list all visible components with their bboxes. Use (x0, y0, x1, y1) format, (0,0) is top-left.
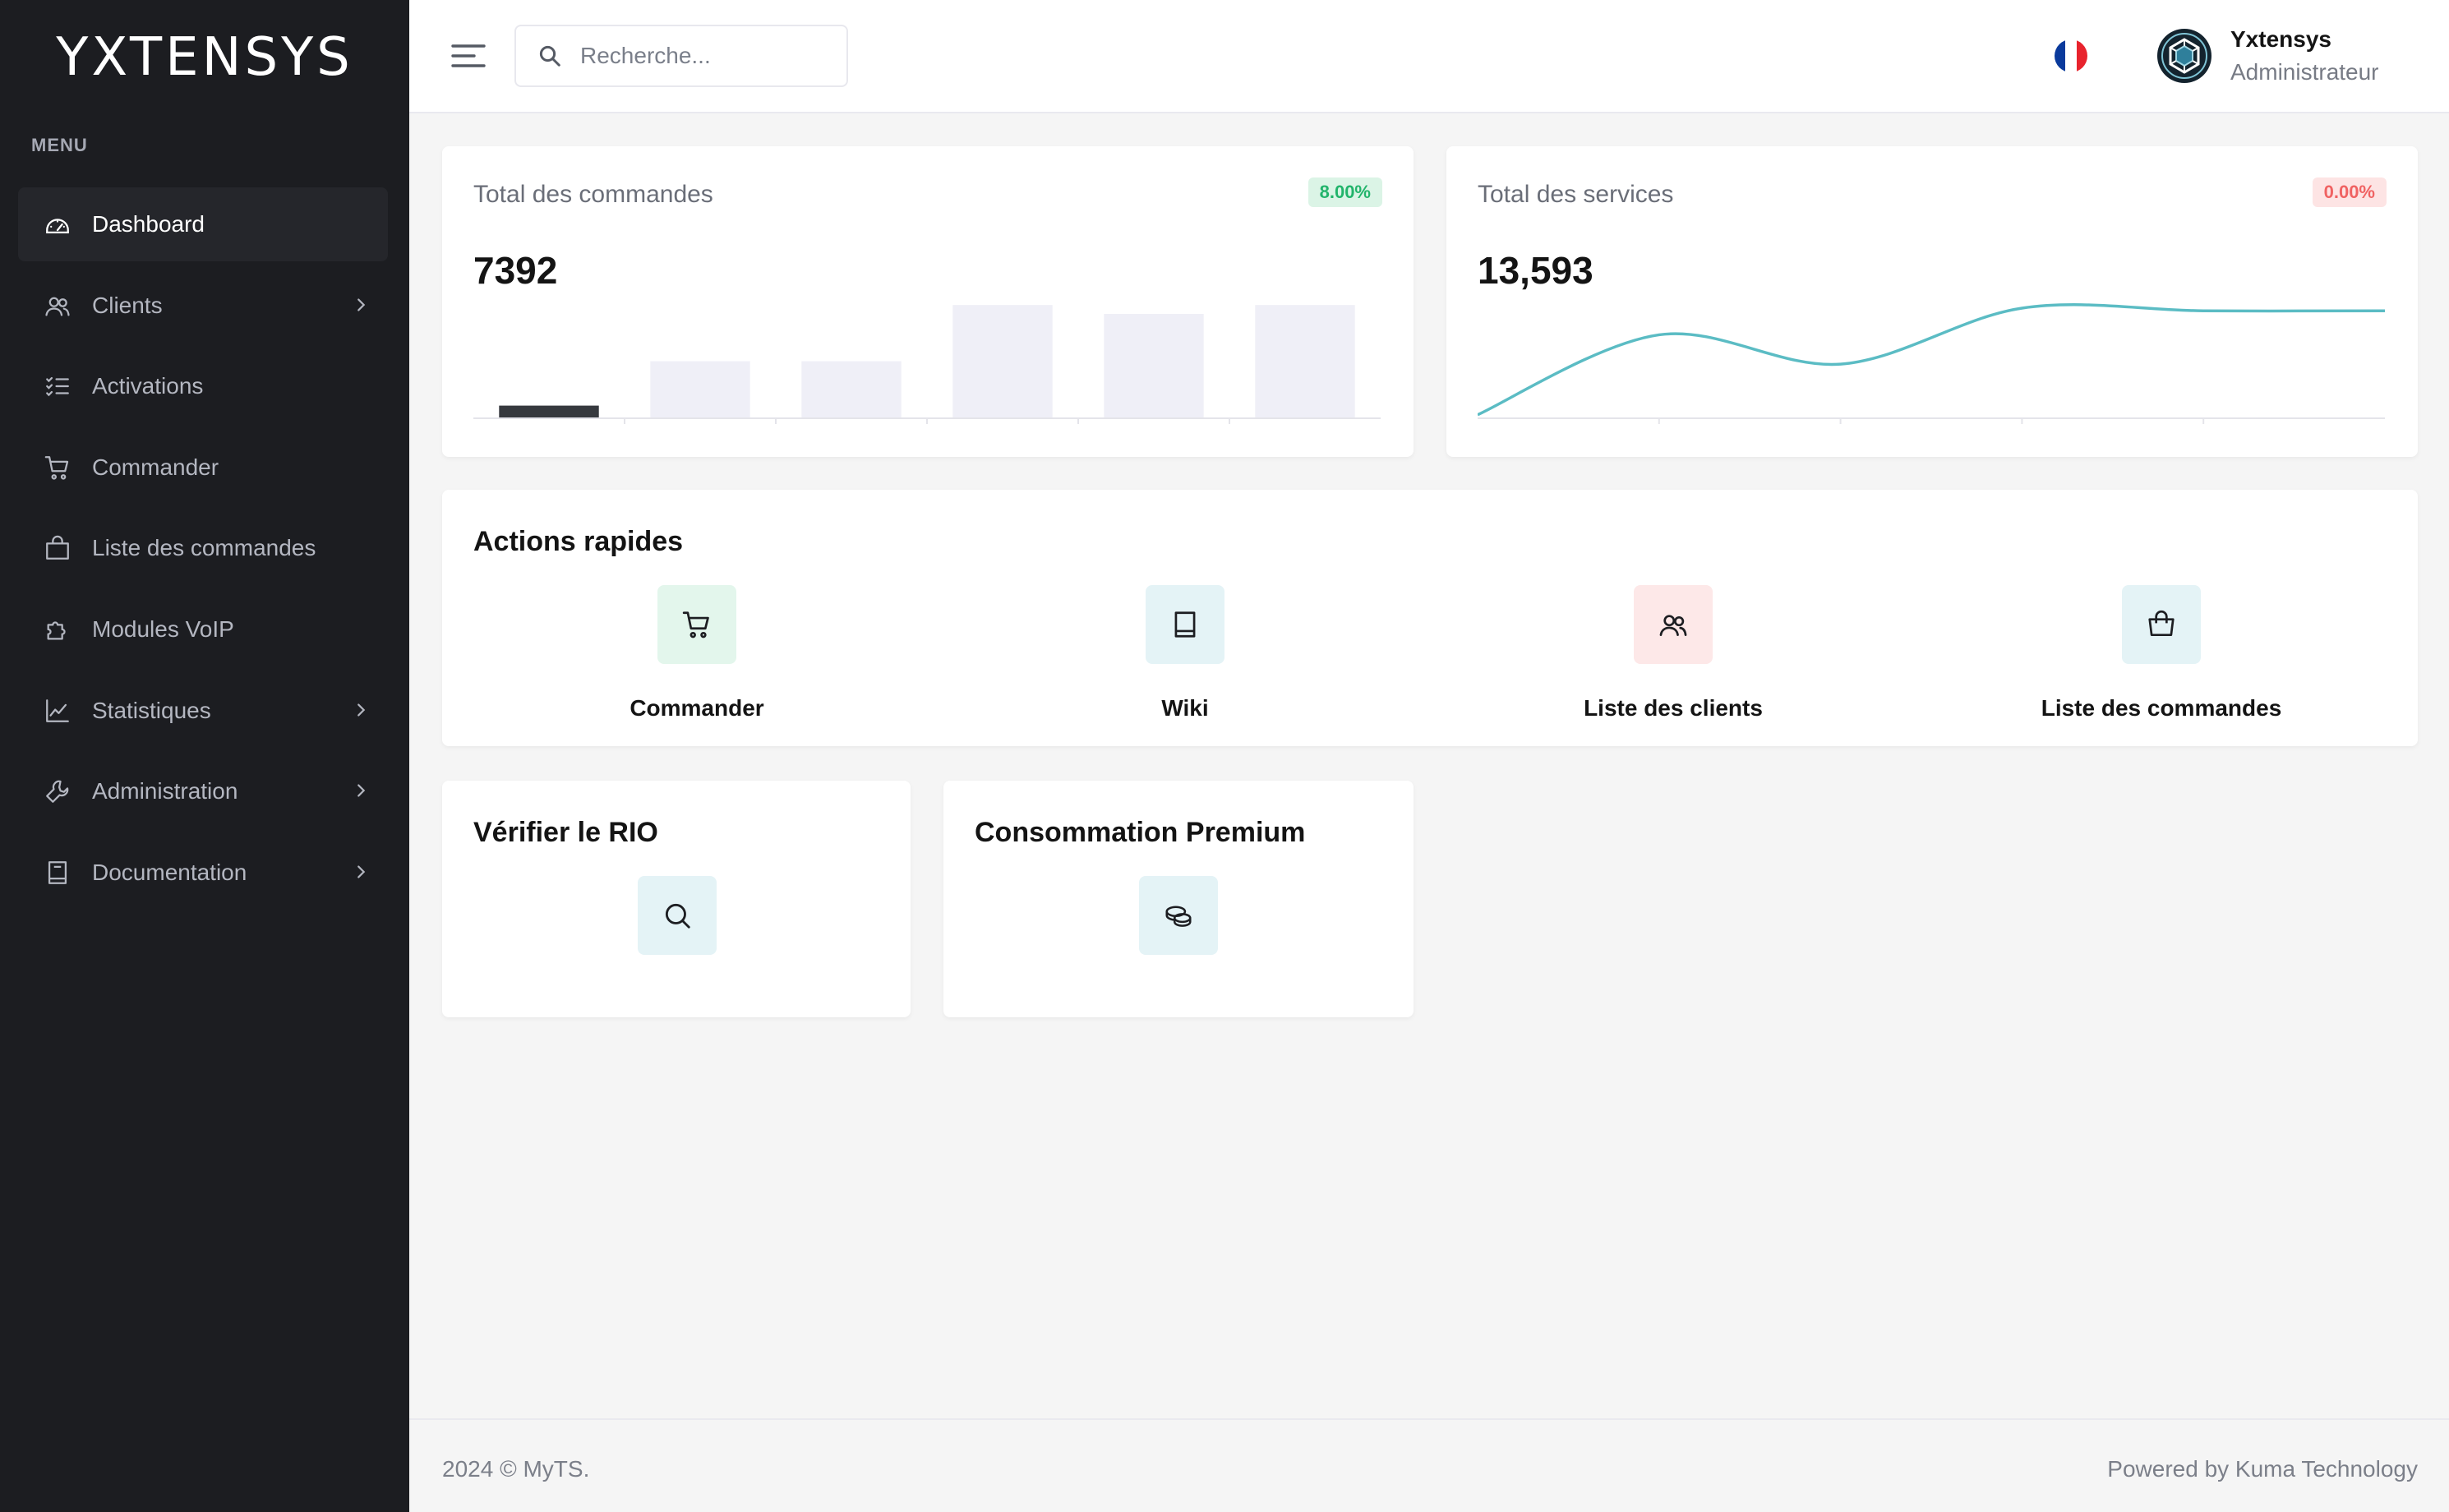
cart-icon (43, 453, 72, 482)
sidebar-item-label: Commander (92, 454, 219, 480)
services-line-chart (1478, 303, 2385, 424)
quick-action-label: Liste des commandes (2041, 695, 2282, 721)
chevron-right-icon (357, 703, 366, 717)
sidebar-item-documentation[interactable]: Documentation (18, 836, 388, 910)
bar-3 (801, 361, 902, 417)
users-icon (1659, 615, 1687, 637)
avatar[interactable] (2156, 28, 2212, 84)
footer: 2024 © MyTS. Powered by Kuma Technology (409, 1418, 2449, 1512)
brand-logo-text: YXTENSYS (56, 27, 353, 88)
quick-action-wiki[interactable]: Wiki (1062, 585, 1308, 721)
topbar: Yxtensys Administrateur (409, 0, 2449, 113)
coins-icon (1165, 906, 1192, 927)
sidebar-item-label: Documentation (92, 859, 247, 885)
sidebar-item-activations[interactable]: Activations (18, 349, 388, 423)
services-stat-value: 13,593 (1478, 249, 1593, 292)
quick-action-label: Wiki (1161, 695, 1209, 721)
chart-line-icon (43, 696, 72, 726)
wrench-icon (43, 777, 72, 806)
sidebar: YXTENSYS MENU Dashboard Clients Activati… (0, 0, 409, 1512)
sidebar-item-clients[interactable]: Clients (18, 269, 388, 343)
shopping-bag-icon (43, 533, 72, 563)
book-icon (1174, 611, 1196, 638)
footer-powered-by: Powered by Kuma Technology (2107, 1456, 2418, 1482)
sidebar-item-commander[interactable]: Commander (18, 431, 388, 505)
chevron-right-icon (357, 784, 366, 797)
sidebar-item-label: Modules VoIP (92, 615, 234, 642)
sidebar-item-label: Clients (92, 292, 163, 318)
services-stat-card: Total des services 0.00% 13,593 (1446, 146, 2418, 457)
search-icon (539, 45, 560, 67)
sidebar-item-administration[interactable]: Administration (18, 754, 388, 828)
premium-consumption-button[interactable] (1139, 876, 1218, 955)
quick-action-commandes[interactable]: Liste des commandes (2038, 585, 2285, 721)
sidebar-nav: Dashboard Clients Activations Commander (18, 187, 388, 916)
users-icon (43, 291, 72, 320)
user-role: Administrateur (2230, 59, 2379, 85)
orders-bar-chart (473, 305, 1381, 424)
bar-6 (1255, 305, 1355, 417)
sidebar-item-label: Dashboard (92, 211, 205, 237)
sidebar-item-label: Administration (92, 778, 238, 804)
verify-rio-title: Vérifier le RIO (473, 817, 658, 848)
quick-action-clients-button[interactable] (1634, 585, 1713, 664)
orders-stat-value: 7392 (473, 249, 558, 292)
sidebar-item-label: Liste des commandes (92, 535, 316, 561)
sidebar-item-label: Activations (92, 373, 204, 399)
premium-consumption-title: Consommation Premium (975, 817, 1306, 848)
quick-action-commander[interactable]: Commander (574, 585, 820, 721)
menu-toggle-icon[interactable] (450, 41, 487, 71)
sidebar-item-label: Statistiques (92, 697, 211, 723)
bar-1 (499, 405, 599, 417)
premium-consumption-card: Consommation Premium (943, 781, 1414, 1017)
quick-actions-title: Actions rapides (473, 526, 684, 557)
quick-action-commander-button[interactable] (657, 585, 736, 664)
puzzle-icon (43, 615, 72, 644)
quick-action-wiki-button[interactable] (1146, 585, 1224, 664)
bar-2 (650, 361, 750, 417)
search-box[interactable] (514, 25, 848, 87)
fr-flag-icon[interactable] (2055, 39, 2087, 72)
dashboard-icon (43, 210, 72, 239)
search-icon (665, 903, 690, 929)
checklist-icon (43, 371, 72, 401)
sidebar-item-liste-commandes[interactable]: Liste des commandes (18, 511, 388, 585)
search-input[interactable] (580, 43, 827, 69)
brand-logo[interactable]: YXTENSYS (0, 0, 409, 115)
bar-4 (952, 305, 1053, 417)
verify-rio-card: Vérifier le RIO (442, 781, 911, 1017)
services-stat-label: Total des services (1478, 181, 1674, 208)
sidebar-item-dashboard[interactable]: Dashboard (18, 187, 388, 261)
bar-5 (1104, 314, 1204, 417)
sidebar-item-statistiques[interactable]: Statistiques (18, 674, 388, 748)
orders-stat-card: Total des commandes 8.00% 7392 (442, 146, 1414, 457)
verify-rio-button[interactable] (638, 876, 717, 955)
quick-action-label: Liste des clients (1584, 695, 1763, 721)
quick-action-label: Commander (630, 695, 764, 721)
orders-growth-badge: 8.00% (1308, 177, 1382, 207)
orders-stat-label: Total des commandes (473, 181, 713, 208)
book-icon (43, 858, 72, 887)
cart-icon (682, 611, 709, 638)
user-name[interactable]: Yxtensys (2230, 26, 2331, 52)
quick-action-clients[interactable]: Liste des clients (1550, 585, 1796, 721)
chevron-right-icon (357, 865, 366, 878)
menu-title: MENU (31, 135, 88, 155)
services-growth-badge: 0.00% (2312, 177, 2387, 207)
shopping-bag-icon (2148, 610, 2175, 637)
chevron-right-icon (357, 298, 366, 311)
quick-action-commandes-button[interactable] (2122, 585, 2201, 664)
sidebar-item-modules-voip[interactable]: Modules VoIP (18, 592, 388, 666)
quick-actions-card: Actions rapides Commander Wiki Liste des… (442, 490, 2418, 746)
footer-copyright: 2024 © MyTS. (442, 1456, 590, 1482)
services-series-line (1478, 303, 2385, 417)
